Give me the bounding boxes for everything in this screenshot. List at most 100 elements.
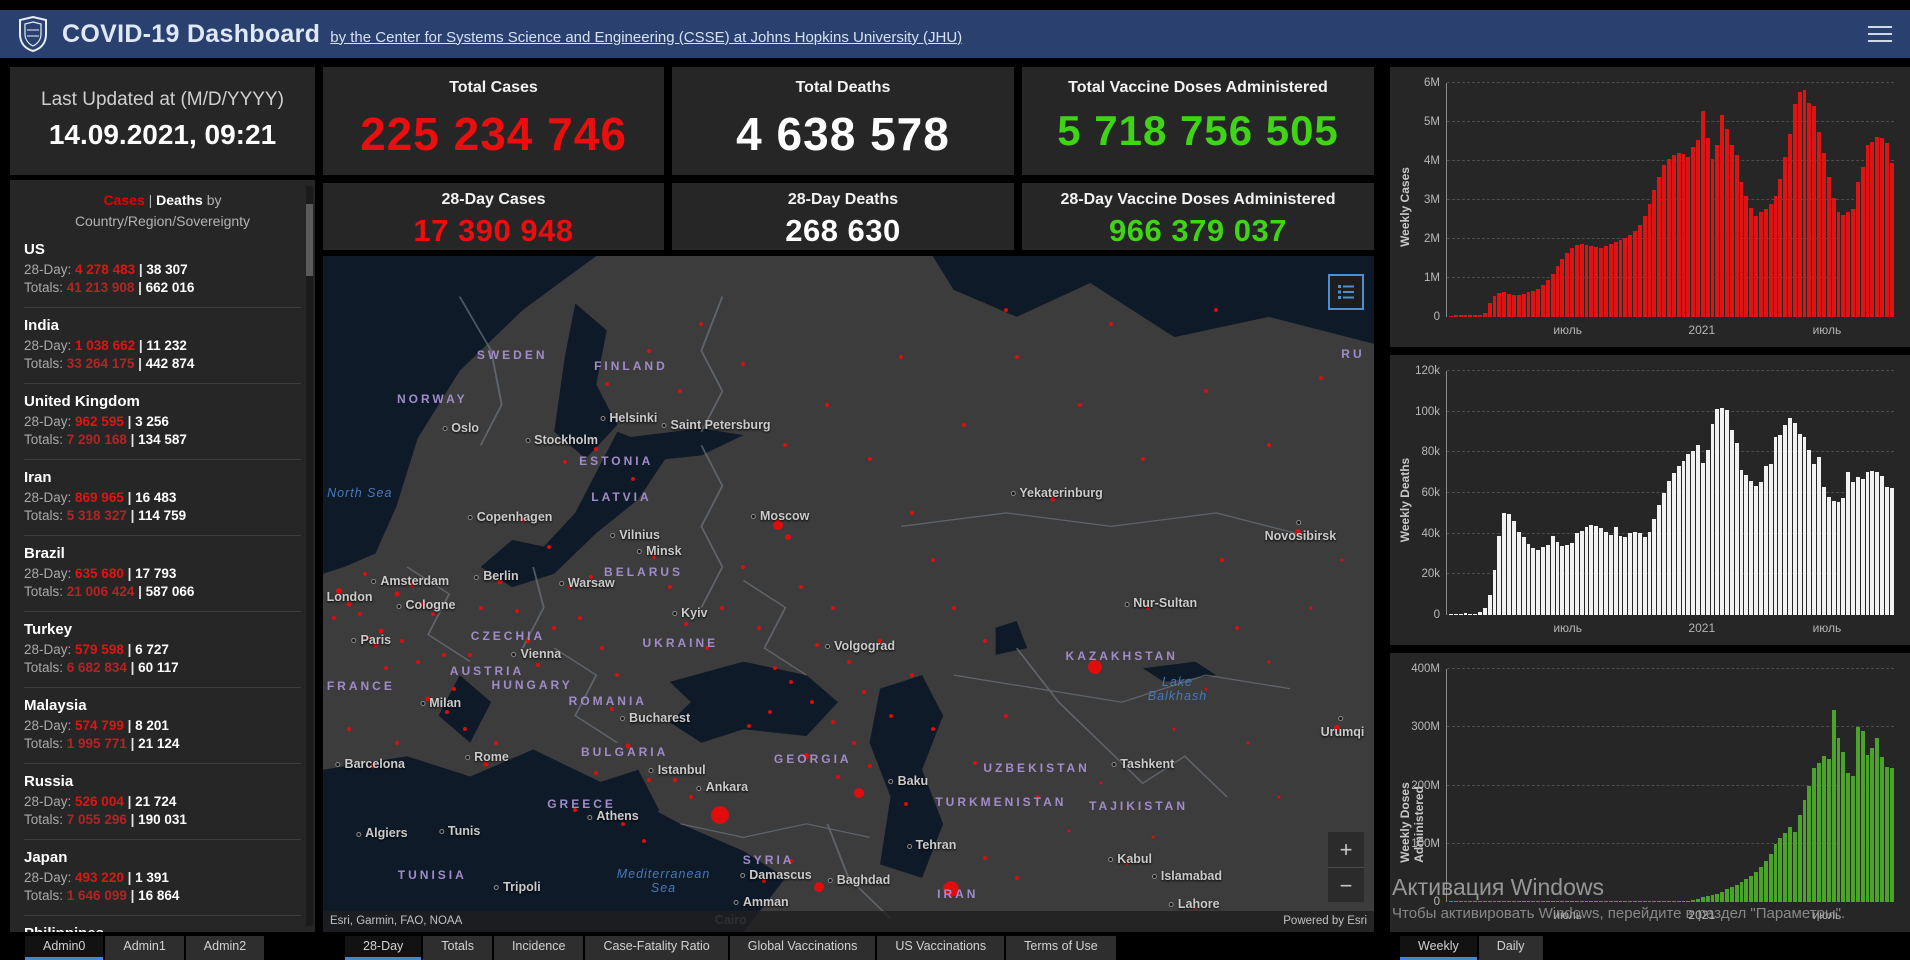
bar[interactable] [1671, 472, 1676, 615]
bar[interactable] [1696, 445, 1700, 615]
case-dot[interactable] [930, 727, 935, 732]
bar[interactable] [1768, 854, 1773, 902]
bar[interactable] [1720, 891, 1725, 902]
bar[interactable] [1865, 755, 1870, 902]
bar[interactable] [1613, 526, 1618, 615]
bar[interactable] [1841, 498, 1846, 615]
bar[interactable] [1686, 454, 1691, 615]
case-dot[interactable] [346, 601, 352, 607]
case-dot[interactable] [378, 628, 384, 634]
bar[interactable] [1482, 313, 1487, 317]
bar[interactable] [1618, 901, 1623, 902]
bar[interactable] [1574, 244, 1579, 317]
case-dot[interactable] [825, 402, 830, 407]
bar[interactable] [1720, 407, 1725, 615]
bar[interactable] [1710, 159, 1715, 317]
bar[interactable] [1860, 166, 1865, 317]
case-dot[interactable] [573, 808, 578, 813]
case-dot[interactable] [783, 443, 788, 448]
tab-case-fatality-ratio[interactable]: Case-Fatality Ratio [585, 936, 728, 960]
bar[interactable] [1449, 613, 1453, 615]
bar[interactable] [1773, 843, 1778, 902]
case-dot[interactable] [1050, 496, 1056, 502]
bar[interactable] [1812, 463, 1817, 615]
bar[interactable] [1671, 155, 1676, 317]
bar[interactable] [1647, 531, 1652, 615]
bar[interactable] [1763, 208, 1768, 317]
bar[interactable] [1821, 486, 1826, 615]
case-dot[interactable] [567, 585, 572, 590]
bar[interactable] [1526, 901, 1531, 902]
bar[interactable] [1788, 133, 1792, 317]
bar[interactable] [1604, 901, 1608, 902]
bar[interactable] [1686, 157, 1691, 317]
bar[interactable] [1889, 768, 1894, 902]
bar[interactable] [1545, 544, 1550, 615]
case-dot[interactable] [515, 608, 520, 613]
case-dot[interactable] [909, 510, 914, 515]
case-dot[interactable] [972, 761, 977, 765]
tab-admin0[interactable]: Admin0 [25, 936, 104, 960]
bar[interactable] [1623, 901, 1628, 902]
case-dot[interactable] [762, 879, 767, 884]
bar[interactable] [1851, 481, 1855, 615]
bar[interactable] [1739, 881, 1744, 902]
case-dot[interactable] [773, 520, 784, 531]
bar[interactable] [1478, 314, 1482, 317]
bar[interactable] [1453, 613, 1458, 615]
bar[interactable] [1696, 139, 1700, 317]
bar[interactable] [1788, 827, 1792, 902]
bar[interactable] [1734, 884, 1739, 902]
case-dot[interactable] [1309, 606, 1313, 610]
case-dot[interactable] [1067, 829, 1071, 833]
bar[interactable] [1555, 266, 1560, 317]
bar[interactable] [1807, 102, 1812, 317]
tab-admin1[interactable]: Admin1 [105, 936, 184, 960]
case-dot[interactable] [1203, 389, 1208, 394]
bar[interactable] [1560, 901, 1565, 902]
case-dot[interactable] [399, 639, 404, 644]
bar[interactable] [1589, 524, 1594, 615]
bar[interactable] [1550, 535, 1555, 615]
bar[interactable] [1884, 486, 1889, 615]
bar[interactable] [1875, 136, 1880, 317]
case-dot[interactable] [1193, 906, 1197, 910]
bar[interactable] [1855, 476, 1860, 615]
bar[interactable] [1831, 709, 1836, 902]
country-row[interactable]: Turkey 28-Day: 579 598 | 6 727 Totals: 6 6… [24, 612, 301, 688]
tab-terms-of-use[interactable]: Terms of Use [1006, 936, 1116, 960]
case-dot[interactable] [878, 639, 883, 644]
case-dot[interactable] [335, 587, 342, 594]
bar[interactable] [1458, 315, 1463, 317]
bar[interactable] [1579, 244, 1584, 317]
bar[interactable] [1880, 756, 1884, 902]
bar[interactable] [1458, 613, 1463, 615]
country-row[interactable]: Brazil 28-Day: 635 680 | 17 793 Totals: 21… [24, 536, 301, 612]
bar[interactable] [1710, 423, 1715, 615]
bar[interactable] [1541, 546, 1545, 615]
bar[interactable] [1783, 833, 1788, 902]
country-row[interactable]: United Kingdom 28-Day: 962 595 | 3 256 Tot… [24, 384, 301, 460]
bar[interactable] [1487, 594, 1492, 615]
case-dot[interactable] [497, 579, 503, 585]
tab-incidence[interactable]: Incidence [493, 936, 584, 960]
case-dot[interactable] [1214, 308, 1219, 313]
tab-us-vaccinations[interactable]: US Vaccinations [877, 936, 1005, 960]
bar[interactable] [1482, 607, 1487, 615]
bar[interactable] [1541, 285, 1545, 317]
bar[interactable] [1618, 240, 1623, 317]
bar[interactable] [1759, 481, 1763, 615]
bar[interactable] [1846, 772, 1851, 902]
case-dot[interactable] [757, 625, 762, 630]
bar[interactable] [1870, 748, 1875, 902]
case-dot[interactable] [983, 639, 988, 644]
bar[interactable] [1487, 303, 1492, 317]
bar[interactable] [1497, 901, 1502, 902]
bar[interactable] [1594, 246, 1599, 317]
case-dot[interactable] [1246, 741, 1250, 745]
bar[interactable] [1560, 258, 1565, 317]
bar[interactable] [1570, 901, 1574, 902]
bar[interactable] [1633, 531, 1637, 615]
bar[interactable] [1666, 159, 1671, 317]
bar[interactable] [1729, 429, 1734, 615]
